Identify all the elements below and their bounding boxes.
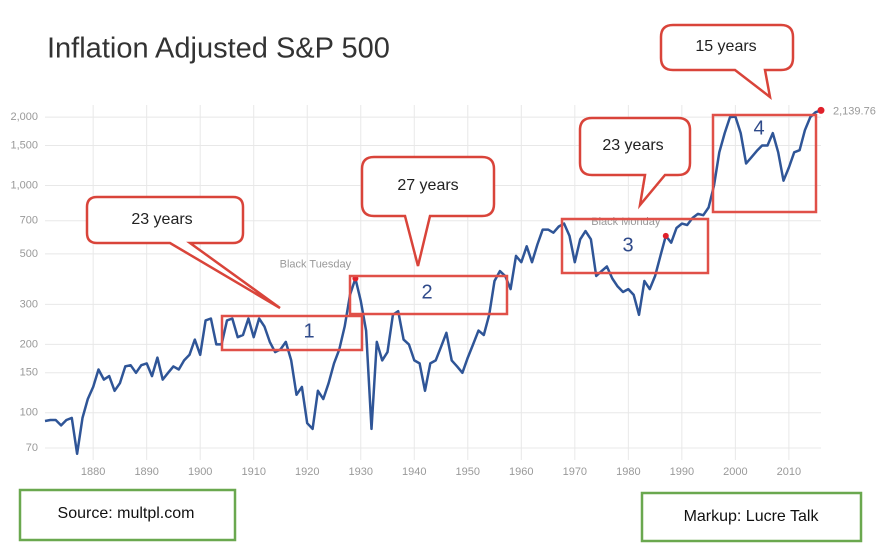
callout-text: 15 years bbox=[695, 38, 756, 55]
callout bbox=[85, 195, 281, 310]
x-tick-label: 1880 bbox=[81, 466, 105, 478]
callout-text: 23 years bbox=[602, 137, 663, 154]
period-number: 1 bbox=[303, 320, 314, 342]
callout-text: 23 years bbox=[131, 211, 192, 228]
y-tick-label: 70 bbox=[26, 442, 38, 454]
period-box bbox=[220, 314, 364, 352]
period-box bbox=[560, 217, 710, 275]
y-tick-label: 500 bbox=[20, 248, 38, 260]
x-tick-label: 1920 bbox=[295, 466, 319, 478]
y-tick-label: 1,000 bbox=[10, 179, 38, 191]
period-number: 4 bbox=[753, 117, 764, 139]
y-tick-label: 150 bbox=[20, 367, 38, 379]
callout bbox=[659, 23, 795, 100]
callout bbox=[578, 116, 692, 210]
period-box bbox=[348, 274, 509, 316]
y-tick-label: 100 bbox=[20, 407, 38, 419]
x-tick-label: 1940 bbox=[402, 466, 426, 478]
x-tick-label: 2010 bbox=[777, 466, 801, 478]
callout bbox=[360, 155, 496, 267]
period-box bbox=[711, 113, 818, 214]
last-value-label: 2,139.76 bbox=[833, 105, 876, 117]
callout-text: 27 years bbox=[397, 177, 458, 194]
x-tick-label: 1980 bbox=[616, 466, 640, 478]
x-tick-label: 1950 bbox=[456, 466, 480, 478]
source-box bbox=[18, 488, 237, 542]
event-label: Black Tuesday bbox=[280, 258, 352, 270]
y-tick-label: 1,500 bbox=[10, 139, 38, 151]
chart-title: Inflation Adjusted S&P 500 bbox=[47, 33, 390, 65]
x-tick-label: 2000 bbox=[723, 466, 747, 478]
period-number: 3 bbox=[622, 234, 633, 256]
source-text: Source: multpl.com bbox=[58, 505, 195, 522]
x-tick-label: 1960 bbox=[509, 466, 533, 478]
y-tick-label: 2,000 bbox=[10, 111, 38, 123]
x-tick-label: 1970 bbox=[563, 466, 587, 478]
event-label: Black Monday bbox=[591, 216, 661, 228]
x-tick-label: 1900 bbox=[188, 466, 212, 478]
x-tick-label: 1890 bbox=[134, 466, 158, 478]
x-tick-label: 1910 bbox=[241, 466, 265, 478]
y-tick-label: 300 bbox=[20, 298, 38, 310]
x-tick-label: 1930 bbox=[349, 466, 373, 478]
markup-box bbox=[640, 491, 863, 543]
event-point bbox=[662, 232, 669, 239]
y-tick-label: 700 bbox=[20, 215, 38, 227]
period-number: 2 bbox=[421, 281, 432, 303]
y-tick-label: 200 bbox=[20, 338, 38, 350]
x-tick-label: 1990 bbox=[670, 466, 694, 478]
markup-text: Markup: Lucre Talk bbox=[684, 508, 820, 525]
last-point bbox=[817, 106, 825, 114]
